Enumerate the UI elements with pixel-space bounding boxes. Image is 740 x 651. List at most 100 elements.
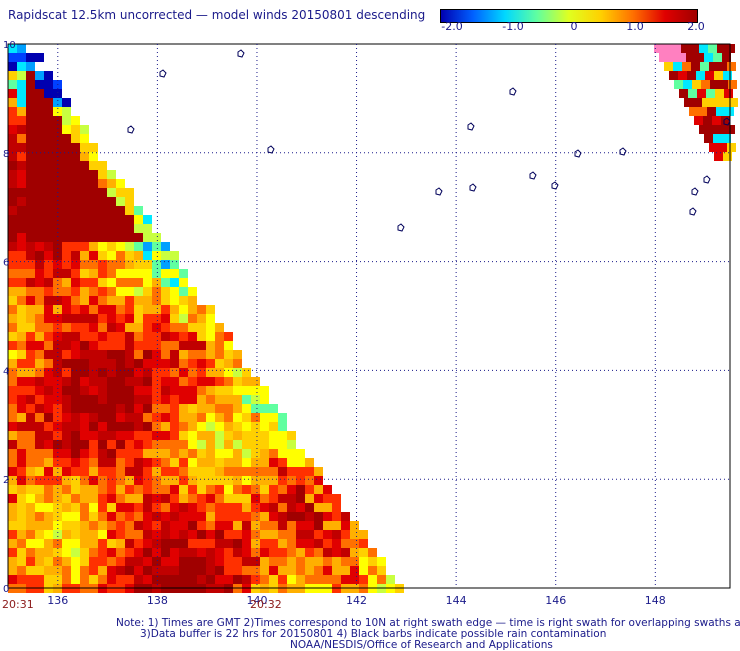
wind-cell <box>152 242 161 251</box>
wind-cell <box>89 287 98 296</box>
wind-cell <box>179 485 188 494</box>
wind-cell <box>260 494 269 503</box>
wind-cell <box>98 377 107 386</box>
wind-cell <box>723 152 732 161</box>
wind-cell <box>215 323 224 332</box>
wind-cell <box>116 386 125 395</box>
wind-cell <box>224 440 233 449</box>
wind-cell <box>188 404 197 413</box>
wind-cell <box>53 197 62 206</box>
wind-cell <box>125 359 134 368</box>
wind-cell <box>53 134 62 143</box>
wind-cell <box>89 260 98 269</box>
wind-cell <box>722 53 731 62</box>
wind-cell <box>134 242 143 251</box>
wind-cell <box>224 575 233 584</box>
wind-cell <box>143 224 152 233</box>
wind-cell <box>152 395 161 404</box>
wind-cell <box>215 368 224 377</box>
island-outline <box>689 207 697 216</box>
wind-cell <box>242 413 251 422</box>
wind-cell <box>53 557 62 566</box>
wind-cell <box>664 62 673 71</box>
wind-cell <box>170 548 179 557</box>
wind-cell <box>260 539 269 548</box>
wind-cell <box>8 242 17 251</box>
wind-cell <box>170 296 179 305</box>
wind-cell <box>35 269 44 278</box>
wind-cell <box>125 296 134 305</box>
wind-cell <box>251 530 260 539</box>
wind-cell <box>107 530 116 539</box>
wind-cell <box>143 413 152 422</box>
wind-cell <box>323 521 332 530</box>
wind-cell <box>161 476 170 485</box>
wind-cell <box>44 557 53 566</box>
wind-cell <box>161 485 170 494</box>
wind-cell <box>287 485 296 494</box>
wind-cell <box>89 404 98 413</box>
wind-cell <box>62 359 71 368</box>
wind-cell <box>341 521 350 530</box>
wind-cell <box>125 305 134 314</box>
wind-cell <box>80 251 89 260</box>
wind-cell <box>35 323 44 332</box>
wind-cell <box>80 566 89 575</box>
wind-cell <box>242 440 251 449</box>
wind-cell <box>17 494 26 503</box>
wind-cell <box>89 197 98 206</box>
wind-cell <box>179 404 188 413</box>
wind-cell <box>179 548 188 557</box>
wind-cell <box>98 323 107 332</box>
wind-cell <box>215 548 224 557</box>
wind-cell <box>89 305 98 314</box>
wind-cell <box>35 575 44 584</box>
wind-cell <box>278 548 287 557</box>
wind-cell <box>161 404 170 413</box>
wind-cell <box>233 395 242 404</box>
wind-cell <box>717 125 726 134</box>
wind-cell <box>44 251 53 260</box>
wind-cell <box>8 188 17 197</box>
wind-cell <box>26 224 35 233</box>
wind-cell <box>125 188 134 197</box>
wind-cell <box>251 431 260 440</box>
wind-cell <box>107 422 116 431</box>
wind-cell <box>206 413 215 422</box>
wind-cell <box>233 377 242 386</box>
wind-cell <box>242 503 251 512</box>
wind-cell <box>17 89 26 98</box>
wind-cell <box>53 98 62 107</box>
wind-cell <box>62 188 71 197</box>
wind-cell <box>17 413 26 422</box>
wind-cell <box>682 62 691 71</box>
wind-cell <box>71 206 80 215</box>
wind-cell <box>98 557 107 566</box>
wind-cell <box>98 215 107 224</box>
wind-cell <box>188 503 197 512</box>
wind-cell <box>170 269 179 278</box>
wind-cell <box>323 503 332 512</box>
wind-cell <box>377 557 386 566</box>
wind-cell <box>26 152 35 161</box>
wind-cell <box>170 368 179 377</box>
wind-cell <box>170 305 179 314</box>
wind-cell <box>62 332 71 341</box>
wind-cell <box>152 287 161 296</box>
wind-cell <box>116 359 125 368</box>
wind-cell <box>8 557 17 566</box>
wind-cell <box>62 503 71 512</box>
wind-cell <box>89 314 98 323</box>
wind-cell <box>44 440 53 449</box>
wind-cell <box>8 386 17 395</box>
wind-cell <box>116 242 125 251</box>
wind-cell <box>125 323 134 332</box>
wind-cell <box>233 413 242 422</box>
wind-cell <box>26 449 35 458</box>
wind-cell <box>35 440 44 449</box>
wind-cell <box>251 440 260 449</box>
wind-swath-cells <box>8 44 404 593</box>
wind-cell <box>125 476 134 485</box>
wind-cell <box>260 548 269 557</box>
wind-cell <box>260 449 269 458</box>
